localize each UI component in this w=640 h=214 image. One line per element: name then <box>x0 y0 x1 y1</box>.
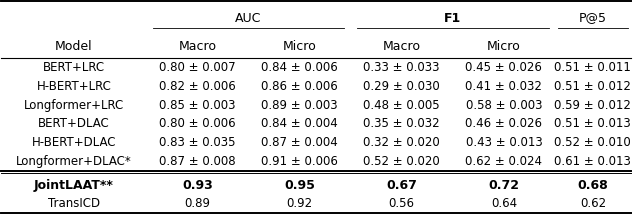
Text: Longformer+LRC: Longformer+LRC <box>24 98 124 111</box>
Text: 0.51 ± 0.013: 0.51 ± 0.013 <box>554 117 631 130</box>
Text: BERT+LRC: BERT+LRC <box>43 61 105 74</box>
Text: Macro: Macro <box>383 40 420 53</box>
Text: 0.52 ± 0.010: 0.52 ± 0.010 <box>554 136 631 149</box>
Text: 0.84 ± 0.004: 0.84 ± 0.004 <box>261 117 338 130</box>
Text: 0.51 ± 0.012: 0.51 ± 0.012 <box>554 80 631 93</box>
Text: 0.92: 0.92 <box>287 197 313 210</box>
Text: 0.58 ± 0.003: 0.58 ± 0.003 <box>466 98 542 111</box>
Text: 0.85 ± 0.003: 0.85 ± 0.003 <box>159 98 236 111</box>
Text: 0.51 ± 0.011: 0.51 ± 0.011 <box>554 61 631 74</box>
Text: 0.84 ± 0.006: 0.84 ± 0.006 <box>261 61 338 74</box>
Text: 0.80 ± 0.006: 0.80 ± 0.006 <box>159 117 236 130</box>
Text: 0.43 ± 0.013: 0.43 ± 0.013 <box>465 136 542 149</box>
Text: 0.89: 0.89 <box>184 197 211 210</box>
Text: 0.61 ± 0.013: 0.61 ± 0.013 <box>554 155 631 168</box>
Text: JointLAAT**: JointLAAT** <box>34 179 114 192</box>
Text: Model: Model <box>55 40 93 53</box>
Text: BERT+DLAC: BERT+DLAC <box>38 117 110 130</box>
Text: 0.41 ± 0.032: 0.41 ± 0.032 <box>465 80 542 93</box>
Text: 0.91 ± 0.006: 0.91 ± 0.006 <box>261 155 338 168</box>
Text: Macro: Macro <box>179 40 216 53</box>
Text: TransICD: TransICD <box>48 197 100 210</box>
Text: 0.89 ± 0.003: 0.89 ± 0.003 <box>261 98 338 111</box>
Text: 0.45 ± 0.026: 0.45 ± 0.026 <box>465 61 542 74</box>
Text: AUC: AUC <box>236 12 262 24</box>
Text: 0.68: 0.68 <box>577 179 608 192</box>
Text: 0.56: 0.56 <box>388 197 415 210</box>
Text: P@5: P@5 <box>579 12 607 24</box>
Text: 0.82 ± 0.006: 0.82 ± 0.006 <box>159 80 236 93</box>
Text: 0.95: 0.95 <box>284 179 315 192</box>
Text: F1: F1 <box>444 12 461 24</box>
Text: 0.87 ± 0.008: 0.87 ± 0.008 <box>159 155 236 168</box>
Text: Micro: Micro <box>487 40 521 53</box>
Text: Micro: Micro <box>283 40 317 53</box>
Text: 0.72: 0.72 <box>488 179 520 192</box>
Text: H-BERT+LRC: H-BERT+LRC <box>36 80 111 93</box>
Text: 0.67: 0.67 <box>387 179 417 192</box>
Text: Longformer+DLAC*: Longformer+DLAC* <box>16 155 132 168</box>
Text: 0.33 ± 0.033: 0.33 ± 0.033 <box>364 61 440 74</box>
Text: 0.83 ± 0.035: 0.83 ± 0.035 <box>159 136 236 149</box>
Text: 0.62 ± 0.024: 0.62 ± 0.024 <box>465 155 542 168</box>
Text: 0.52 ± 0.020: 0.52 ± 0.020 <box>364 155 440 168</box>
Text: 0.80 ± 0.007: 0.80 ± 0.007 <box>159 61 236 74</box>
Text: 0.62: 0.62 <box>580 197 606 210</box>
Text: 0.59 ± 0.012: 0.59 ± 0.012 <box>554 98 631 111</box>
Text: 0.86 ± 0.006: 0.86 ± 0.006 <box>261 80 338 93</box>
Text: 0.46 ± 0.026: 0.46 ± 0.026 <box>465 117 542 130</box>
Text: 0.87 ± 0.004: 0.87 ± 0.004 <box>261 136 338 149</box>
Text: 0.64: 0.64 <box>491 197 517 210</box>
Text: H-BERT+DLAC: H-BERT+DLAC <box>31 136 116 149</box>
Text: 0.48 ± 0.005: 0.48 ± 0.005 <box>364 98 440 111</box>
Text: 0.32 ± 0.020: 0.32 ± 0.020 <box>364 136 440 149</box>
Text: 0.29 ± 0.030: 0.29 ± 0.030 <box>364 80 440 93</box>
Text: 0.35 ± 0.032: 0.35 ± 0.032 <box>364 117 440 130</box>
Text: 0.93: 0.93 <box>182 179 213 192</box>
